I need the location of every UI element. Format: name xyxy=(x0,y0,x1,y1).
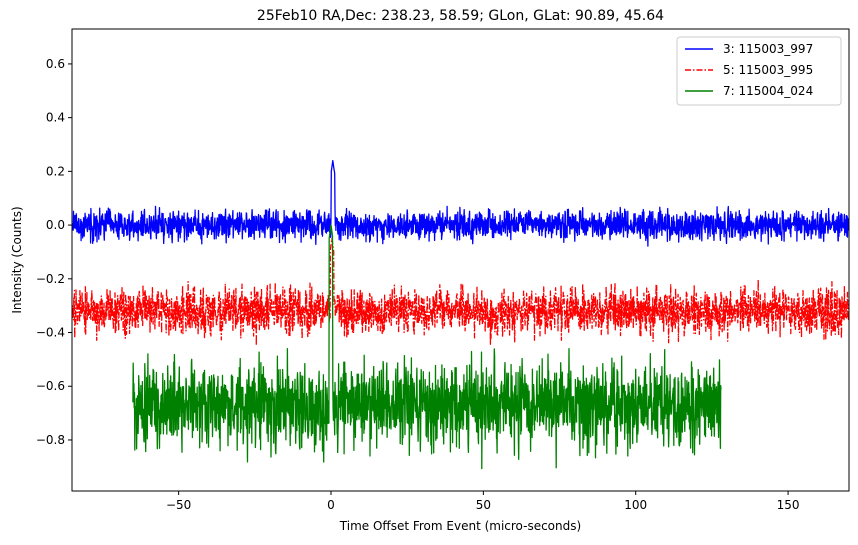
x-tick-label: 50 xyxy=(476,498,491,512)
y-tick-label: −0.6 xyxy=(36,379,65,393)
series-line-3 xyxy=(132,224,722,470)
legend: 3: 115003_997 5: 115003_995 7: 115004_024 xyxy=(676,36,842,106)
chart-title: 25Feb10 RA,Dec: 238.23, 58.59; GLon, GLa… xyxy=(257,8,664,24)
legend-label-1: 3: 115003_997 xyxy=(723,42,813,56)
series-line-2 xyxy=(72,237,849,347)
x-tick-label: 150 xyxy=(777,498,800,512)
legend-label-2: 5: 115003_995 xyxy=(723,63,813,77)
y-tick-label: 0.4 xyxy=(46,111,65,125)
legend-label-3: 7: 115004_024 xyxy=(723,84,813,98)
x-tick-label: 100 xyxy=(624,498,647,512)
y-tick-label: −0.2 xyxy=(36,272,65,286)
y-tick-label: −0.8 xyxy=(36,433,65,447)
y-tick-label: −0.4 xyxy=(36,326,65,340)
y-axis-title: Intensity (Counts) xyxy=(10,206,24,313)
y-tick-label: 0.6 xyxy=(46,57,65,71)
y-tick-label: 0.0 xyxy=(46,218,65,232)
x-axis-title: Time Offset From Event (micro-seconds) xyxy=(339,519,581,533)
series-line-1 xyxy=(72,159,849,247)
y-tick-label: 0.2 xyxy=(46,164,65,178)
series-layer xyxy=(72,159,849,470)
x-tick-label: −50 xyxy=(166,498,191,512)
x-axis: −50 0 50 100 150 xyxy=(166,491,800,512)
legend-box xyxy=(676,36,842,106)
x-tick-label: 0 xyxy=(327,498,335,512)
plot-frame xyxy=(71,28,850,492)
plot-area xyxy=(71,28,850,492)
y-axis: −0.8 −0.6 −0.4 −0.2 0.0 0.2 0.4 0.6 xyxy=(36,57,72,447)
